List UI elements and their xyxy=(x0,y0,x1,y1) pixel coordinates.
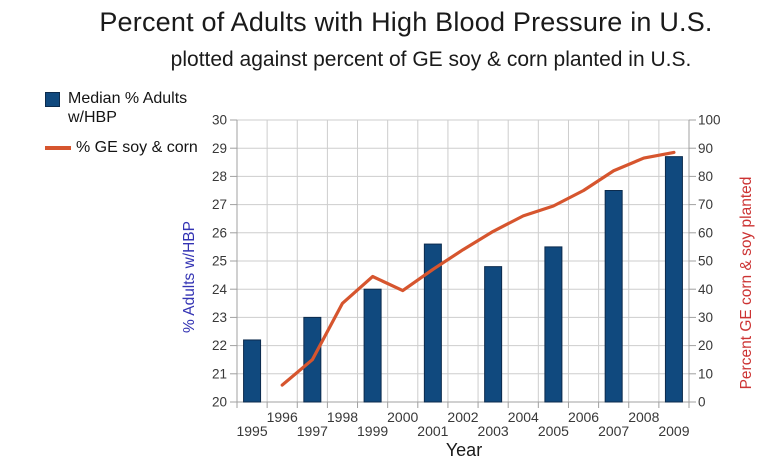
x-tick-label: 1998 xyxy=(327,409,358,425)
bar-2007 xyxy=(604,190,623,403)
bar-1995 xyxy=(243,339,262,403)
x-tick-label: 2004 xyxy=(508,409,539,425)
x-tick-label: 2006 xyxy=(568,409,599,425)
left-axis-tick-label: 23 xyxy=(212,310,227,325)
right-axis-tick-label: 30 xyxy=(698,310,713,325)
right-axis-tick-label: 90 xyxy=(698,141,713,156)
bar-2009 xyxy=(664,156,683,403)
x-tick-label: 2007 xyxy=(598,423,629,439)
bar-series-swatch-icon xyxy=(45,92,60,107)
left-axis-tick-label: 26 xyxy=(212,225,227,240)
x-tick-label: 1995 xyxy=(236,423,267,439)
bar-2005 xyxy=(544,246,563,403)
right-axis-tick-label: 10 xyxy=(698,366,713,381)
legend-label-line: % GE soy & corn xyxy=(76,139,198,156)
legend: Median % Adults w/HBP % GE soy & corn xyxy=(45,89,198,157)
chart-subtitle: plotted against percent of GE soy & corn… xyxy=(170,48,692,71)
left-axis-tick-label: 30 xyxy=(212,113,227,128)
chart-title: Percent of Adults with High Blood Pressu… xyxy=(99,7,713,37)
x-axis-title: Year xyxy=(445,440,483,460)
line-series-swatch-icon xyxy=(45,146,71,150)
x-tick-label: 2009 xyxy=(658,423,689,439)
right-axis-tick-label: 60 xyxy=(698,225,713,240)
right-axis-tick-label: 20 xyxy=(698,338,713,353)
x-tick-label: 1997 xyxy=(297,423,328,439)
x-tick-label: 2002 xyxy=(447,409,478,425)
right-axis-tick-label: 0 xyxy=(698,395,706,410)
x-tick-label: 2008 xyxy=(628,409,659,425)
right-axis-tick-label: 50 xyxy=(698,254,713,269)
bar-2001 xyxy=(423,243,442,403)
right-axis-tick-label: 70 xyxy=(698,197,713,212)
legend-label-bars-line1: Median % Adults xyxy=(68,90,188,107)
bar-2003 xyxy=(484,266,503,403)
legend-label-bars: Median % Adults w/HBP xyxy=(68,89,187,127)
left-axis-tick-label: 20 xyxy=(212,395,227,410)
ge-soy-corn-line xyxy=(280,150,676,387)
x-tick-label: 2001 xyxy=(417,423,448,439)
legend-label-bars-line2: w/HBP xyxy=(68,109,117,126)
x-tick-label: 2003 xyxy=(478,423,509,439)
right-axis-tick-label: 40 xyxy=(698,282,713,297)
left-axis-tick-label: 24 xyxy=(212,282,228,297)
legend-item-line: % GE soy & corn xyxy=(45,138,198,157)
left-axis-tick-label: 21 xyxy=(212,366,227,381)
bar-1999 xyxy=(363,288,382,403)
left-axis-tick-label: 28 xyxy=(212,169,227,184)
x-tick-label: 2005 xyxy=(538,423,569,439)
x-tick-label: 1996 xyxy=(267,409,298,425)
left-axis-tick-label: 25 xyxy=(212,254,227,269)
left-axis-tick-label: 29 xyxy=(212,141,227,156)
right-axis-tick-label: 100 xyxy=(698,113,721,128)
x-tick-label: 2000 xyxy=(387,409,418,425)
left-axis-tick-label: 22 xyxy=(212,338,227,353)
left-axis-tick-label: 27 xyxy=(212,197,227,212)
right-axis-tick-label: 80 xyxy=(698,169,713,184)
legend-item-bars: Median % Adults w/HBP xyxy=(45,89,198,127)
x-tick-label: 1999 xyxy=(357,423,388,439)
